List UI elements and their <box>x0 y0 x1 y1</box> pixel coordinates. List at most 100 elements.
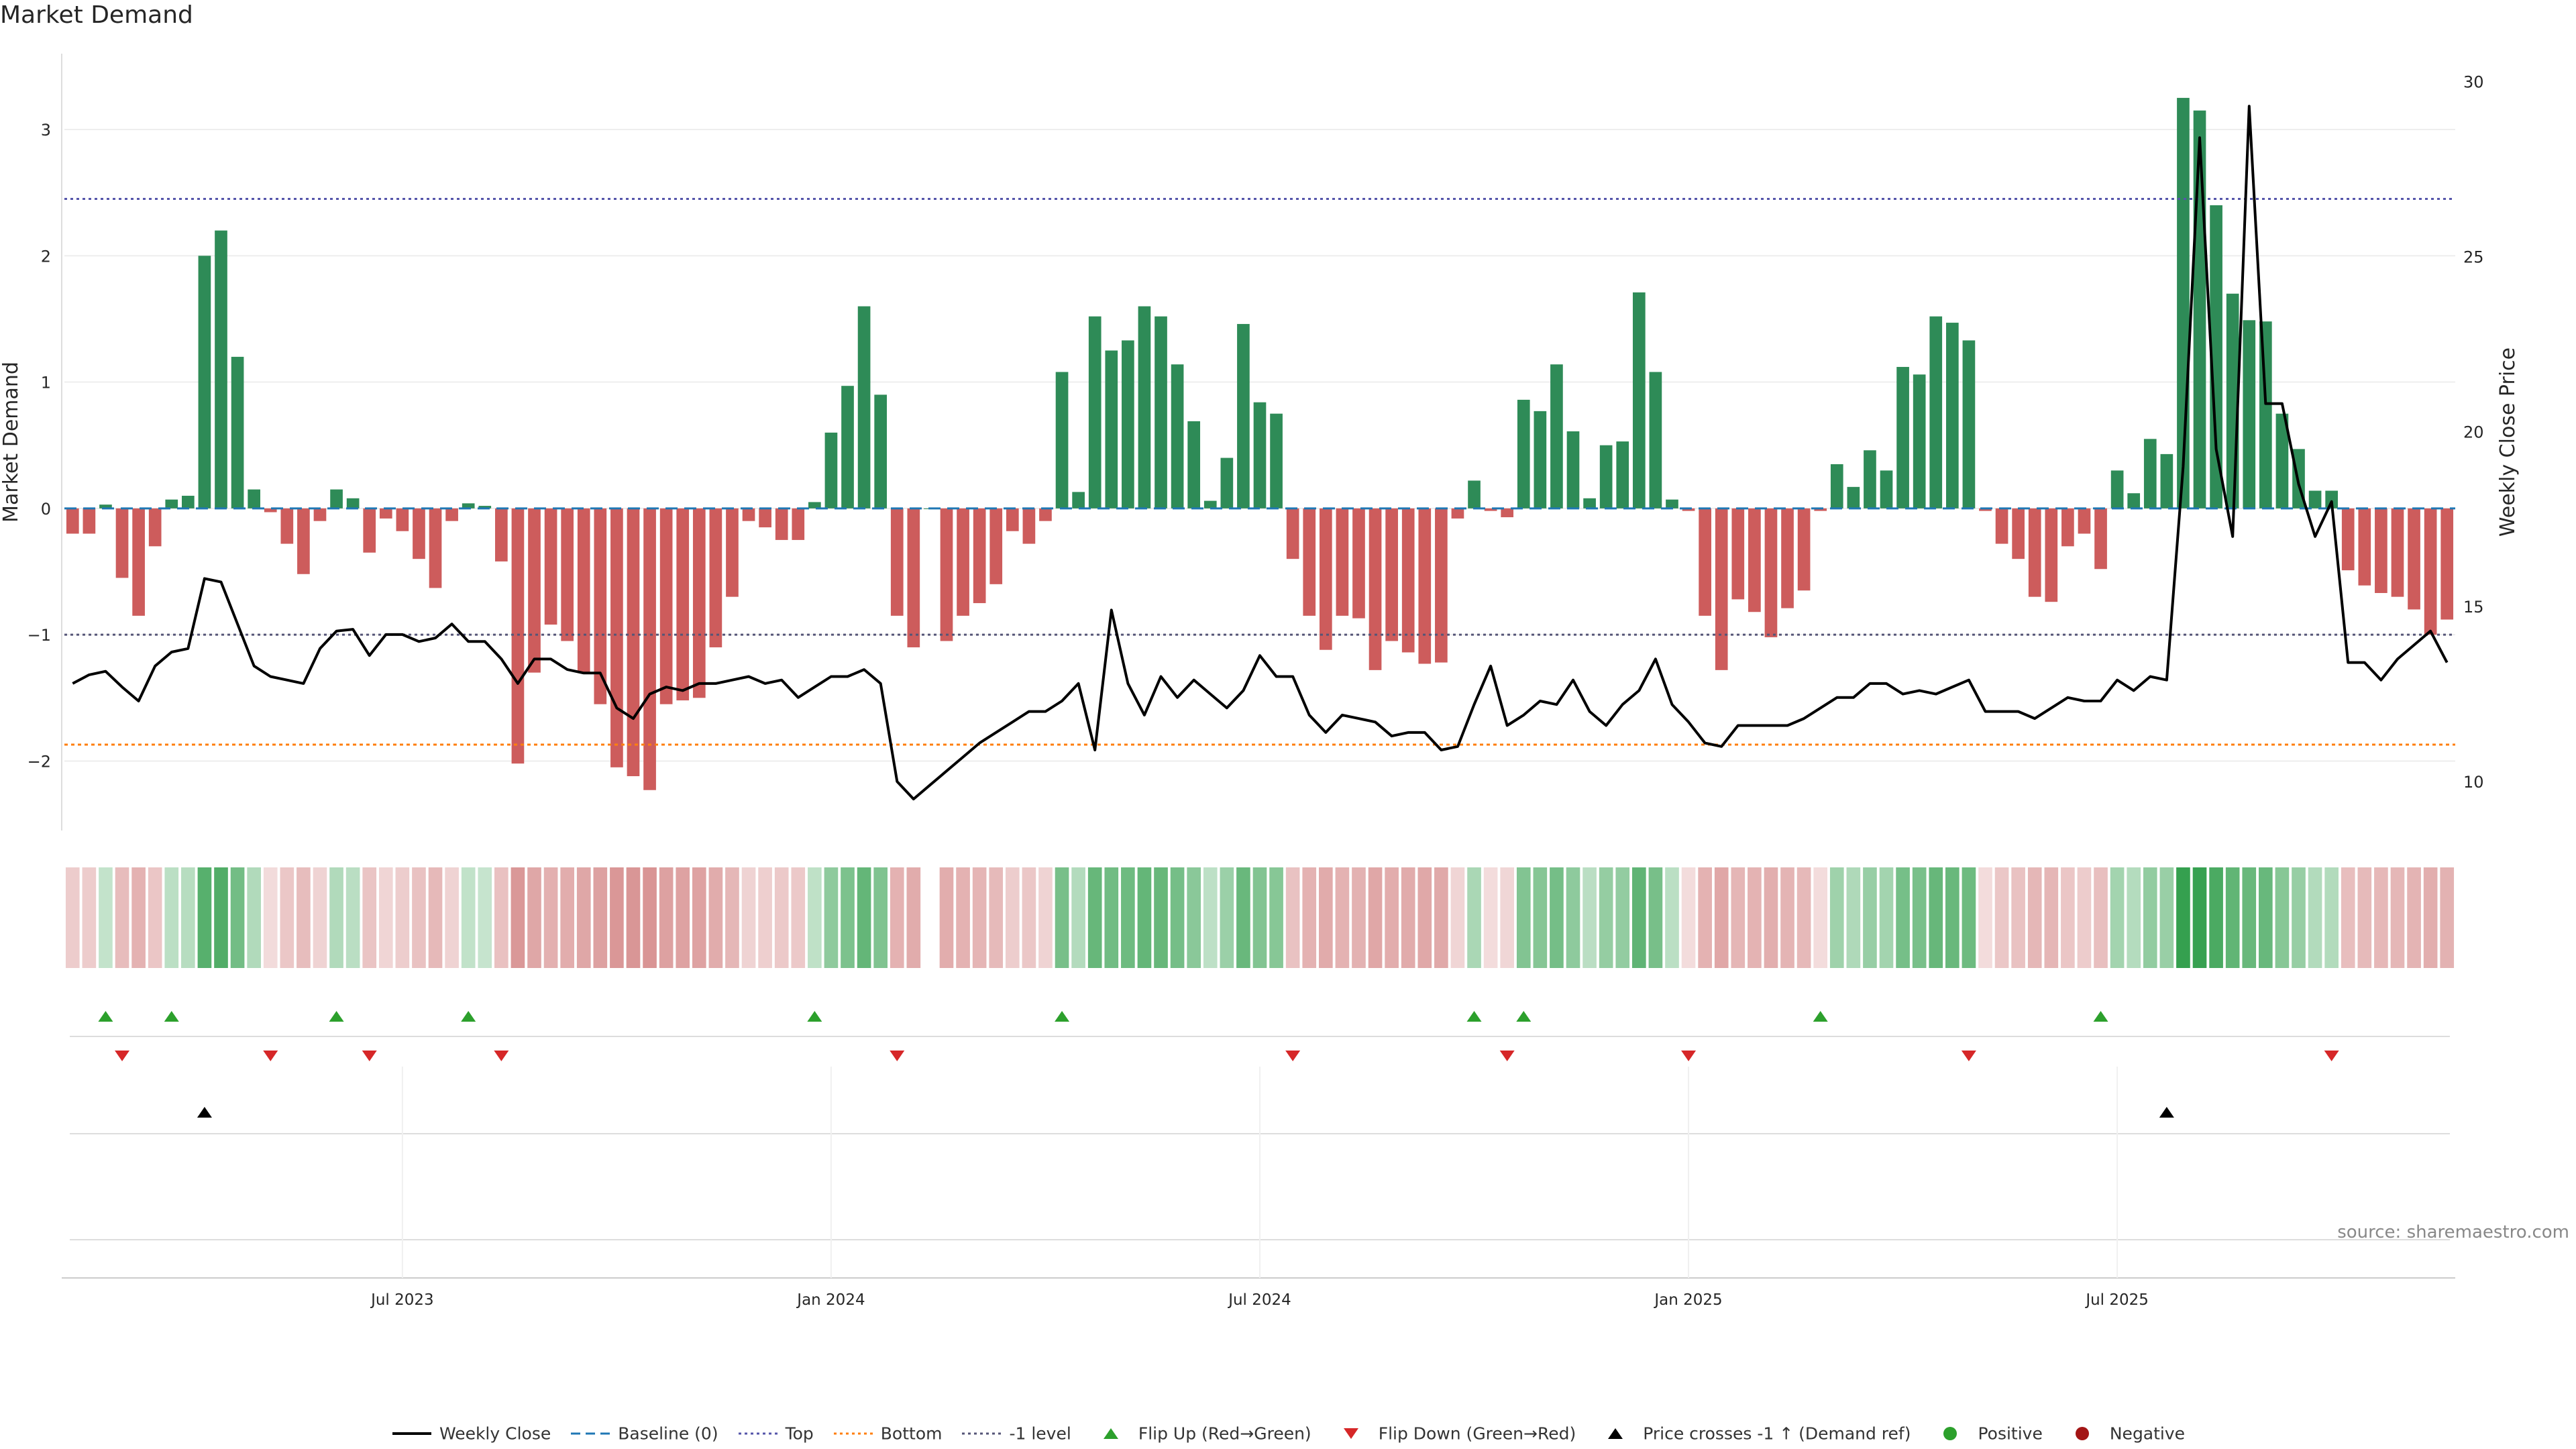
demand-bar <box>627 508 640 777</box>
heat-strip-cell <box>1005 867 1020 968</box>
demand-bar <box>1962 340 1976 508</box>
heat-strip-cell <box>1945 867 1960 968</box>
heat-strip-cell <box>857 867 871 968</box>
heat-strip-cell <box>1632 867 1646 968</box>
heat-strip-cell <box>1434 867 1448 968</box>
demand-bar <box>2110 470 2124 508</box>
demand-bar <box>1649 372 1662 508</box>
demand-bar <box>1187 421 1201 508</box>
heat-strip-cell <box>758 867 772 968</box>
demand-bar <box>808 502 821 508</box>
demand-bar <box>610 508 623 767</box>
legend-item-cross: Price crosses -1 ↑ (Demand ref) <box>1595 1423 1911 1443</box>
heat-strip-cell <box>1121 867 1135 968</box>
legend-label: Positive <box>1978 1424 2043 1444</box>
heat-strip-cell <box>692 867 706 968</box>
heat-strip-cell <box>1665 867 1679 968</box>
demand-bar <box>692 508 706 698</box>
demand-bar <box>1979 508 1992 511</box>
demand-bar <box>1352 508 1365 619</box>
demand-bar <box>957 508 969 616</box>
y2-tick-label: 10 <box>2463 773 2484 792</box>
demand-bar <box>1385 508 1398 641</box>
heat-strip-cell <box>1187 867 1201 968</box>
heat-strip-cell <box>445 867 459 968</box>
demand-bar <box>1632 292 1646 508</box>
flip-up-marker <box>1466 1011 1482 1022</box>
demand-bar <box>2045 508 2058 602</box>
legend-item-dot_positive: Positive <box>1929 1423 2043 1444</box>
flip-down-marker <box>2324 1051 2339 1061</box>
demand-bar <box>379 508 392 519</box>
demand-bar <box>1435 508 1448 663</box>
legend-label: Top <box>785 1424 814 1444</box>
heat-strip-cell <box>1335 867 1350 968</box>
demand-bar <box>1847 486 1860 508</box>
heat-strip-cell <box>511 867 525 968</box>
heat-strip-cell <box>1550 867 1564 968</box>
y-tick-label: 1 <box>41 374 51 392</box>
demand-bar <box>1896 366 1909 508</box>
heat-strip-cell <box>1863 867 1877 968</box>
legend-swatch-line <box>392 1432 431 1435</box>
heat-strip-cell <box>1731 867 1746 968</box>
demand-bar <box>2358 508 2371 586</box>
y-tick-label: 2 <box>41 247 51 266</box>
legend-label: Flip Down (Green→Red) <box>1378 1424 1576 1444</box>
heat-strip-cell <box>824 867 839 968</box>
heat-strip-cell <box>2044 867 2059 968</box>
heat-strip-cell <box>659 867 674 968</box>
demand-bar <box>182 496 195 508</box>
flip-up-marker <box>2093 1011 2108 1022</box>
demand-bar <box>2012 508 2025 559</box>
demand-bar <box>775 508 788 540</box>
heat-strip-cell <box>1698 867 1712 968</box>
demand-bar <box>824 432 838 508</box>
legend-swatch-circle <box>2075 1426 2089 1440</box>
demand-bar <box>1731 508 1745 600</box>
chart-title: Market Demand <box>0 1 193 29</box>
demand-bar <box>907 508 920 647</box>
flip-down-marker <box>494 1051 509 1061</box>
demand-bar <box>2210 205 2222 508</box>
demand-bar <box>313 508 327 521</box>
heat-strip-cell <box>873 867 888 968</box>
heat-strip-cell <box>593 867 608 968</box>
demand-bar <box>346 498 360 508</box>
demand-bar <box>495 508 508 561</box>
demand-bar <box>1864 450 1876 508</box>
demand-bar <box>2408 508 2420 610</box>
demand-bar <box>1814 508 1827 511</box>
heat-strip-cell <box>230 867 245 968</box>
legend-swatch-dot <box>738 1432 777 1435</box>
demand-bar <box>989 508 1003 584</box>
demand-bar <box>2028 508 2041 597</box>
heat-strip-cell <box>1962 867 1976 968</box>
heat-strip-cell <box>428 867 443 968</box>
flip-up-marker <box>98 1011 113 1022</box>
demand-bar <box>478 506 492 508</box>
demand-bar <box>2127 493 2141 508</box>
demand-bar <box>742 508 755 521</box>
demand-bar <box>429 508 442 588</box>
y2-tick-label: 30 <box>2463 73 2484 92</box>
demand-bar <box>841 386 854 508</box>
demand-bar <box>2325 490 2338 508</box>
heat-strip-cell <box>1302 867 1317 968</box>
heat-strip-cell <box>1483 867 1498 968</box>
heat-strip-cell <box>164 867 179 968</box>
demand-bar <box>2275 413 2289 508</box>
chart-legend: Weekly Close Baseline (0) Top Bottom -1 leve… <box>0 1422 2576 1443</box>
heat-strip-cell <box>2374 867 2388 968</box>
demand-bar <box>363 508 376 553</box>
heat-strip-cell <box>774 867 789 968</box>
price-cross-marker <box>2159 1107 2174 1118</box>
demand-bar <box>2160 453 2174 508</box>
demand-bar <box>594 508 607 704</box>
heat-strip-cell <box>1368 867 1383 968</box>
x-tick-label: Jul 2023 <box>370 1291 434 1309</box>
demand-bar <box>2143 439 2157 508</box>
demand-bar <box>1484 508 1497 511</box>
heat-strip-cell <box>345 867 360 968</box>
